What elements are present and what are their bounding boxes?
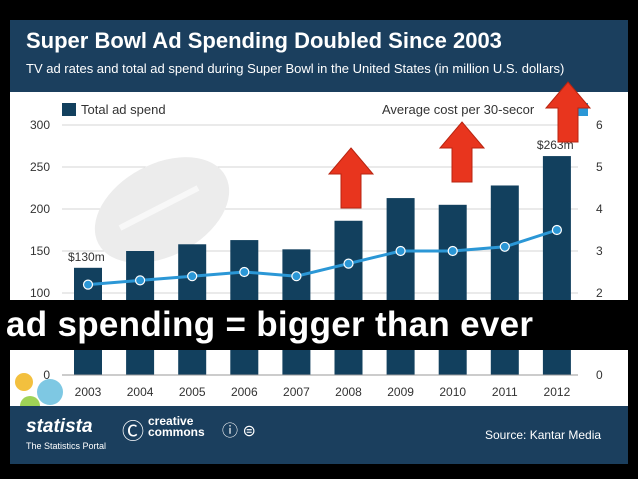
- caption-banner: ad spending = bigger than ever: [0, 300, 638, 350]
- x-tick-2007: 2007: [283, 385, 310, 399]
- right-axis-tick: 0: [596, 368, 603, 382]
- avg-cost-point-2010: [447, 245, 458, 257]
- red-up-arrow-icon: [438, 121, 486, 183]
- avg-cost-point-2006: [239, 266, 250, 278]
- x-tick-2006: 2006: [231, 385, 258, 399]
- left-axis-tick: 300: [30, 118, 50, 132]
- legend-swatch-total: [62, 103, 76, 116]
- x-tick-2005: 2005: [179, 385, 206, 399]
- creative-commons-label[interactable]: creative commons: [148, 414, 205, 439]
- chart-footer: statista The Statistics Portal Ⓒ creativ…: [10, 406, 628, 464]
- chart-title: Super Bowl Ad Spending Doubled Since 200…: [26, 28, 502, 53]
- avg-cost-point-2005: [187, 271, 198, 282]
- left-axis-tick: 100: [30, 286, 50, 300]
- left-axis-tick: 0: [43, 368, 50, 382]
- right-axis-tick: 2: [596, 286, 603, 300]
- right-axis-tick: 5: [596, 160, 603, 174]
- football-lace-icon: [118, 185, 200, 231]
- chart-plot: 0 100 150 200 250 300 0 2 3 4 5 6 Total ad spend Aver…: [15, 81, 603, 426]
- avg-cost-point-2003: [82, 279, 94, 290]
- right-axis-tick: 4: [596, 202, 603, 216]
- chart-header: Super Bowl Ad Spending Doubled Since 200…: [10, 20, 628, 92]
- x-tick-2003: 2003: [75, 385, 102, 399]
- avg-cost-point-2004: [135, 275, 146, 286]
- left-axis-tick: 150: [30, 244, 50, 258]
- bubble-icon: [15, 373, 33, 391]
- creative-commons-icon: Ⓒ: [122, 419, 145, 444]
- red-up-arrow-icon: [327, 147, 375, 209]
- x-tick-2009: 2009: [387, 385, 414, 399]
- avg-cost-point-2011: [499, 241, 510, 252]
- football-icon: [94, 157, 230, 263]
- avg-cost-point-2007: [291, 271, 302, 282]
- statista-tagline: The Statistics Portal: [26, 441, 107, 451]
- right-axis-tick: 6: [596, 118, 603, 132]
- data-label-2003: $130m: [68, 250, 105, 264]
- bar-2008: [334, 220, 363, 375]
- left-axis-tick: 250: [30, 160, 50, 174]
- source-label: Source: Kantar Media: [485, 428, 602, 442]
- infographic-card: Super Bowl Ad Spending Doubled Since 200…: [10, 20, 628, 464]
- red-up-arrow-icon: [544, 81, 592, 143]
- right-axis-tick: 3: [596, 244, 603, 258]
- x-tick-2011: 2011: [492, 385, 518, 399]
- avg-cost-line: [87, 228, 558, 287]
- license-icons: ⓘ ⊜: [222, 423, 256, 440]
- avg-cost-point-2009: [395, 245, 406, 257]
- caption-text: ad spending = bigger than ever: [6, 305, 534, 344]
- x-tick-2008: 2008: [335, 385, 362, 399]
- legend-label-total: Total ad spend: [81, 102, 166, 117]
- x-tick-2004: 2004: [127, 385, 154, 399]
- avg-cost-point-2012: [551, 224, 563, 236]
- bubble-icon: [37, 379, 63, 405]
- left-axis-tick: 200: [30, 202, 50, 216]
- x-tick-2012: 2012: [544, 385, 571, 399]
- x-tick-2010: 2010: [439, 385, 466, 399]
- statista-logo[interactable]: statista: [26, 416, 93, 437]
- legend-label-avg-cost: Average cost per 30-secor: [382, 102, 535, 117]
- chart-subtitle: TV ad rates and total ad spend during Su…: [26, 61, 565, 76]
- avg-cost-point-2008: [343, 258, 354, 269]
